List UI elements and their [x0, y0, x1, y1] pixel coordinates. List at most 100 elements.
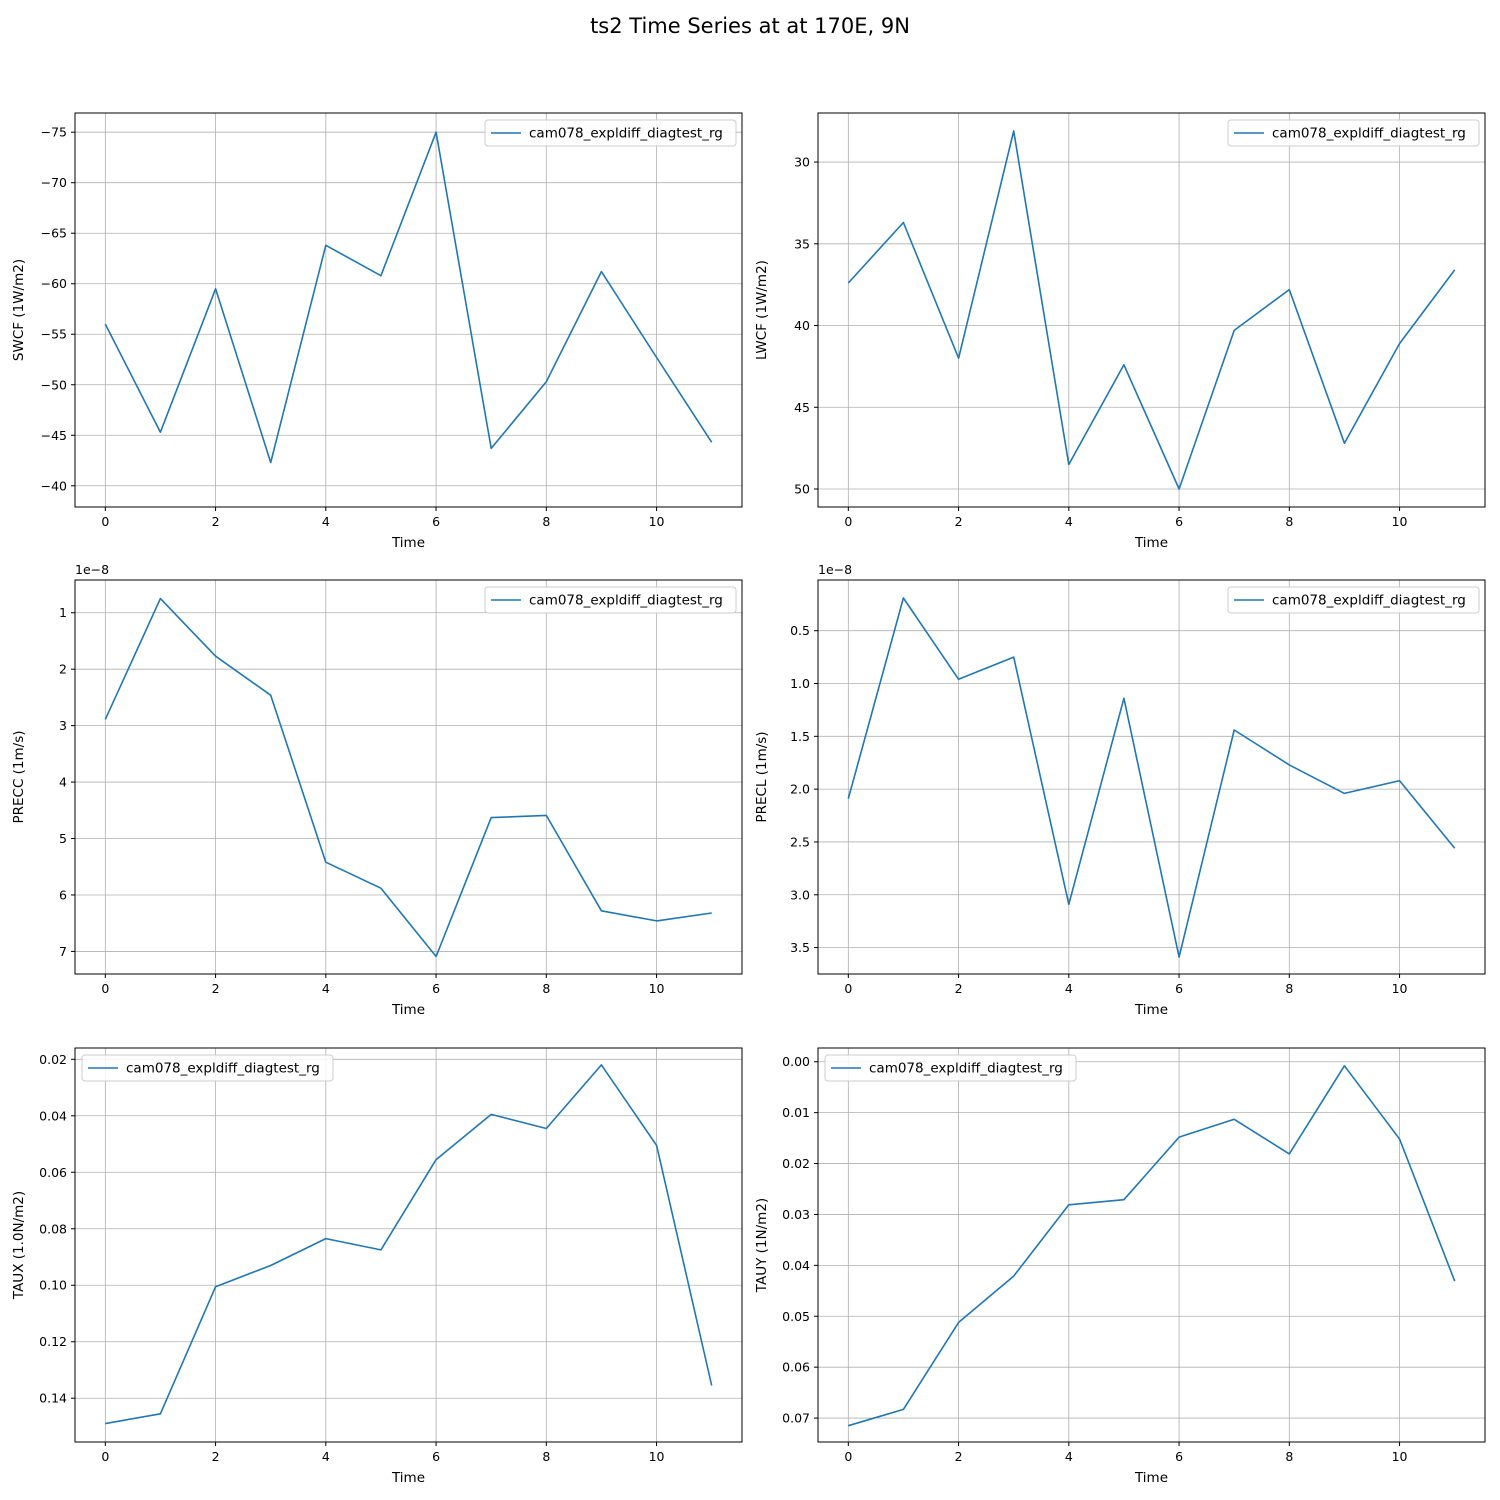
y-tick-label: 0.03: [782, 1207, 810, 1222]
y-tick-label: 0.06: [782, 1360, 810, 1375]
x-tick-label: 8: [1285, 514, 1293, 529]
y-tick-label: 0.02: [39, 1052, 67, 1067]
y-tick-label: 5: [59, 831, 67, 846]
axes-frame: [74, 112, 743, 508]
x-axis-label: Time: [1134, 535, 1168, 551]
x-tick-label: 2: [212, 514, 220, 529]
legend-label: cam078_expldiff_diagtest_rg: [1272, 126, 1466, 142]
x-tick-label: 0: [101, 514, 109, 529]
x-axis-label: Time: [391, 1002, 425, 1018]
y-offset-label: 1e−8: [75, 562, 109, 577]
x-tick-label: 6: [432, 514, 440, 529]
y-tick-label: 40: [794, 318, 810, 333]
figure-title: ts2 Time Series at at 170E, 9N: [590, 14, 910, 38]
x-tick-label: 4: [1065, 981, 1073, 996]
legend-box: [81, 1054, 334, 1082]
y-tick-label: 6: [59, 887, 67, 902]
y-tick-label: 30: [794, 155, 810, 170]
x-tick-label: 10: [1392, 981, 1408, 996]
y-tick-label: 0.07: [782, 1411, 810, 1426]
y-tick-label: 7: [59, 944, 67, 959]
x-tick-label: 0: [101, 1449, 109, 1464]
x-tick-label: 6: [432, 1449, 440, 1464]
x-tick-label: 10: [1392, 1449, 1408, 1464]
y-axis-label: TAUY (1N/m2): [754, 1198, 770, 1293]
y-tick-label: −40: [41, 478, 67, 493]
x-tick-label: 8: [542, 981, 550, 996]
chart-panel-4: 0 2 4 6 8 10 0.5 1.0 1.5 2.0 2.5 3.0 3.5 Time PRECL (1…: [754, 562, 1486, 1018]
y-axis-label: LWCF (1W/m2): [754, 260, 770, 360]
y-tick-label: 0.02: [782, 1156, 810, 1171]
chart-panel-6: 0 2 4 6 8 10 0.00 0.01 0.02 0.03 0.04 0.05 0.06 0.07 T…: [754, 1047, 1486, 1486]
series-line: [848, 1065, 1456, 1427]
series-line: [104, 131, 713, 464]
y-tick-label: 0.12: [39, 1334, 67, 1349]
y-tick-label: 0.01: [782, 1105, 810, 1120]
y-tick-label: 0.04: [39, 1108, 67, 1123]
y-tick-label: 1.0: [790, 676, 810, 691]
y-tick-label: 3: [59, 718, 67, 733]
legend-box: [1227, 586, 1480, 614]
y-axis-label: SWCF (1W/m2): [11, 259, 27, 361]
legend-label: cam078_expldiff_diagtest_rg: [1272, 593, 1466, 609]
y-tick-label: 0.5: [790, 623, 810, 638]
x-axis-label: Time: [391, 535, 425, 551]
series-line: [847, 130, 1456, 490]
x-tick-label: 4: [1065, 1449, 1073, 1464]
y-tick-label: 2.5: [790, 834, 810, 849]
legend-box: [824, 1054, 1077, 1082]
legend-label: cam078_expldiff_diagtest_rg: [126, 1061, 320, 1077]
y-tick-label: 0.10: [39, 1278, 67, 1293]
x-tick-label: 2: [955, 981, 963, 996]
x-tick-label: 8: [542, 514, 550, 529]
y-tick-label: 0.08: [39, 1221, 67, 1236]
x-tick-label: 0: [844, 1449, 852, 1464]
y-tick-label: 2: [59, 662, 67, 677]
x-tick-label: 6: [1175, 1449, 1183, 1464]
y-tick-label: 45: [794, 400, 810, 415]
y-tick-label: 1.5: [790, 729, 810, 744]
y-offset-label: 1e−8: [818, 562, 852, 577]
y-tick-label: −75: [41, 125, 67, 140]
chart-panel-1: 0 2 4 6 8 10 −40 −45 −50 −55 −60 −65 −70 −75 Time SWCF …: [11, 112, 743, 551]
y-tick-label: −55: [41, 327, 67, 342]
x-axis-label: Time: [1134, 1002, 1168, 1018]
y-tick-label: 0.06: [39, 1165, 67, 1180]
y-tick-label: 0.04: [782, 1258, 810, 1273]
chart-panel-2: 0 2 4 6 8 10 30 35 40 45 50 Time LWCF (1W/m2) cam078_…: [754, 112, 1486, 551]
legend: cam078_expldiff_diagtest_rg: [484, 119, 737, 147]
y-tick-label: −50: [41, 377, 67, 392]
y-axis-label: PRECL (1m/s): [754, 731, 770, 822]
y-tick-label: 0.14: [39, 1391, 67, 1406]
legend-box: [1227, 119, 1480, 147]
y-axis-label: TAUX (1.0N/m2): [11, 1191, 27, 1300]
axes-frame: [74, 1047, 743, 1443]
axes-frame: [817, 112, 1486, 508]
y-tick-label: 1: [59, 605, 67, 620]
x-tick-label: 2: [955, 1449, 963, 1464]
x-tick-label: 10: [1392, 514, 1408, 529]
x-tick-label: 8: [542, 1449, 550, 1464]
y-tick-label: 35: [794, 236, 810, 251]
axes-frame: [817, 579, 1486, 975]
x-tick-label: 0: [101, 981, 109, 996]
y-axis-label: PRECC (1m/s): [11, 730, 27, 823]
x-tick-label: 4: [322, 1449, 330, 1464]
legend-label: cam078_expldiff_diagtest_rg: [869, 1061, 1063, 1077]
x-axis-label: Time: [391, 1470, 425, 1486]
y-tick-label: −60: [41, 276, 67, 291]
x-tick-label: 4: [322, 514, 330, 529]
axes-frame: [817, 1047, 1486, 1443]
x-tick-label: 2: [955, 514, 963, 529]
x-tick-label: 8: [1285, 981, 1293, 996]
y-tick-label: −65: [41, 226, 67, 241]
x-tick-label: 6: [1175, 981, 1183, 996]
x-tick-label: 6: [1175, 514, 1183, 529]
legend-label: cam078_expldiff_diagtest_rg: [529, 126, 723, 142]
y-tick-label: 0.00: [782, 1054, 810, 1069]
legend: cam078_expldiff_diagtest_rg: [1227, 586, 1480, 614]
x-tick-label: 4: [322, 981, 330, 996]
legend-label: cam078_expldiff_diagtest_rg: [529, 593, 723, 609]
x-tick-label: 10: [649, 981, 665, 996]
